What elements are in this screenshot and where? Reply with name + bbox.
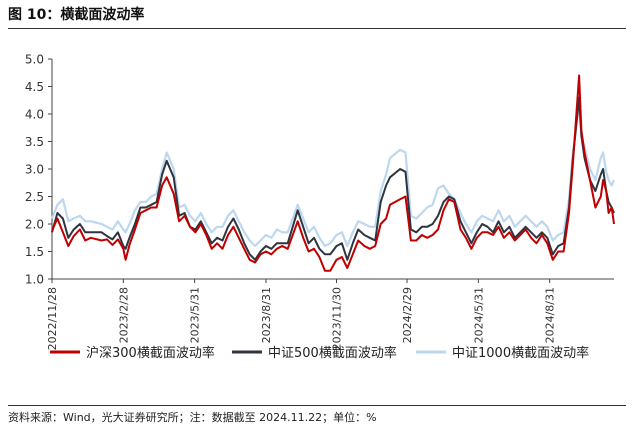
y-tick-label: 3.0: [25, 163, 44, 177]
x-tick-label: 2023/8/31: [260, 287, 273, 343]
axes: 1.0 1.5 2.0 2.5 3.0 3.5 4.0 4.5 5.0 2022/11/28 202…: [25, 53, 614, 350]
series-lines: [50, 74, 616, 272]
series-line-1: [51, 96, 615, 261]
bottom-rule: [8, 405, 626, 406]
chart-title: 图 10：横截面波动率: [8, 7, 145, 23]
x-tick-label: 2023/5/31: [189, 287, 202, 343]
y-tick-label: 4.5: [25, 80, 44, 94]
y-tick-label: 1.0: [25, 273, 44, 287]
legend-label-2: 中证1000横截面波动率: [452, 345, 589, 361]
x-tick-label: 2024/5/31: [472, 287, 485, 343]
x-tick-label: 2024/2/29: [401, 287, 414, 343]
x-tick-label: 2024/8/31: [544, 287, 557, 343]
legend: 沪深300横截面波动率 中证500横截面波动率 中证1000横截面波动率: [50, 345, 589, 361]
legend-label-0: 沪深300横截面波动率: [86, 345, 215, 361]
series-line-2: [50, 101, 616, 248]
y-tick-label: 2.5: [25, 190, 44, 204]
top-rule: [8, 28, 626, 29]
line-chart: 1.0 1.5 2.0 2.5 3.0 3.5 4.0 4.5 5.0 2022/11/28 202…: [25, 53, 616, 361]
chart-header: 图 10：横截面波动率: [8, 4, 626, 26]
y-tick-label: 5.0: [25, 53, 44, 67]
y-tick-label: 2.0: [25, 218, 44, 232]
y-tick-label: 4.0: [25, 108, 44, 122]
series-line-0: [51, 74, 615, 272]
legend-label-1: 中证500横截面波动率: [268, 345, 397, 361]
y-tick-label: 1.5: [25, 245, 44, 259]
source-note: 资料来源：Wind，光大证券研究所；注：数据截至 2024.11.22；单位：%: [8, 411, 377, 424]
x-tick-label: 2023/11/30: [330, 287, 343, 350]
y-tick-label: 3.5: [25, 135, 44, 149]
x-tick-label: 2022/11/28: [46, 287, 59, 350]
x-tick-label: 2023/2/28: [117, 287, 130, 343]
